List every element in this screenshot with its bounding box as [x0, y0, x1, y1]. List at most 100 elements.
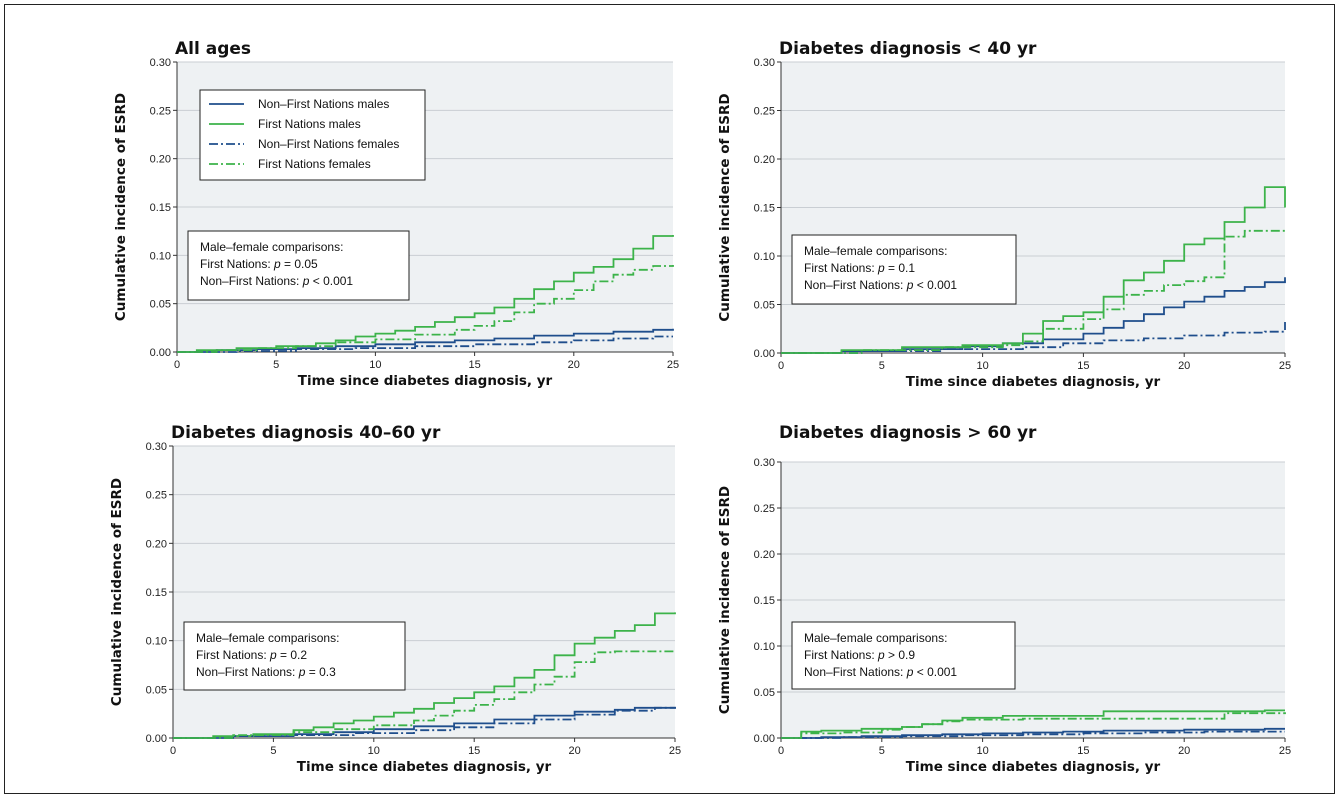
legend-label: Non–First Nations females — [258, 137, 399, 151]
y-tick-label: 0.25 — [150, 105, 171, 117]
y-tick-label: 0.30 — [754, 57, 775, 69]
figure-frame: 0.00 0.05 0.10 0.15 0.20 0.25 0.30 0 5 10 15 20 25 Al… — [4, 4, 1335, 794]
y-tick-label: 0.00 — [146, 733, 167, 745]
y-axis-label: Cumulative incidence of ESRD — [113, 93, 129, 321]
x-tick-label: 10 — [976, 745, 988, 757]
x-axis-label: Time since diabetes diagnosis, yr — [298, 373, 553, 389]
y-tick-label: 0.30 — [150, 57, 171, 69]
y-tick-label: 0.15 — [150, 202, 171, 214]
x-tick-label: 20 — [1178, 745, 1190, 757]
y-tick-label: 0.00 — [150, 347, 171, 359]
series-line-first_nations-males — [781, 186, 1286, 354]
chart-title: All ages — [175, 39, 251, 59]
series-line-non_first_nations-males — [177, 328, 674, 353]
x-tick-label: 15 — [1077, 360, 1089, 372]
chart-title: Diabetes diagnosis 40–60 yr — [171, 423, 441, 443]
series-line-first_nations-males — [173, 612, 676, 739]
annotation-line: First Nations: p = 0.1 — [804, 261, 915, 275]
annotation-box — [187, 230, 410, 301]
annotation-line: Male–female comparisons: — [196, 631, 339, 645]
chart-panel-3: 0.00 0.05 0.10 0.15 0.20 0.25 0.30 0 5 10 15 20 25 Di… — [109, 423, 681, 775]
annotation-line: Male–female comparisons: — [804, 631, 947, 645]
annotation-line: First Nations: p = 0.2 — [196, 648, 307, 662]
x-tick-label: 0 — [170, 745, 176, 757]
x-tick-label: 5 — [879, 745, 885, 757]
legend-label: First Nations males — [258, 117, 361, 131]
figure-svg: 0.00 0.05 0.10 0.15 0.20 0.25 0.30 0 5 10 15 20 25 Al… — [109, 39, 1291, 775]
annotation-box — [791, 621, 1016, 690]
y-tick-label: 0.15 — [754, 203, 775, 215]
x-tick-label: 15 — [468, 359, 480, 371]
y-tick-label: 0.15 — [754, 595, 775, 607]
y-tick-label: 0.15 — [146, 587, 167, 599]
chart-title: Diabetes diagnosis < 40 yr — [779, 39, 1037, 59]
legend-label: First Nations females — [258, 157, 371, 171]
series-line-non_first_nations-females — [781, 322, 1286, 354]
x-axis-label: Time since diabetes diagnosis, yr — [906, 374, 1161, 390]
x-tick-label: 20 — [568, 359, 580, 371]
x-tick-label: 15 — [1077, 745, 1089, 757]
legend-box — [199, 89, 426, 181]
series-line-non_first_nations-females — [177, 335, 673, 353]
x-tick-label: 25 — [667, 359, 679, 371]
annotation-line: First Nations: p = 0.05 — [200, 257, 318, 271]
y-tick-label: 0.00 — [754, 733, 775, 745]
annotation-line: Male–female comparisons: — [804, 244, 947, 258]
chart-title: Diabetes diagnosis > 60 yr — [779, 423, 1037, 443]
y-tick-label: 0.05 — [754, 687, 775, 699]
annotation-line: Non–First Nations: p < 0.001 — [200, 274, 353, 288]
chart-panel-2: 0.00 0.05 0.10 0.15 0.20 0.25 0.30 0 5 10 15 20 25 Di… — [717, 39, 1291, 390]
x-tick-label: 5 — [270, 745, 276, 757]
chart-panel-4: 0.00 0.05 0.10 0.15 0.20 0.25 0.30 0 5 10 15 20 25 Di… — [717, 423, 1291, 775]
y-tick-label: 0.05 — [150, 299, 171, 311]
y-tick-label: 0.10 — [150, 250, 171, 262]
chart-panel-1: 0.00 0.05 0.10 0.15 0.20 0.25 0.30 0 5 10 15 20 25 Al… — [113, 39, 679, 389]
x-tick-label: 25 — [1279, 745, 1291, 757]
x-tick-label: 15 — [468, 745, 480, 757]
annotation-line: Non–First Nations: p = 0.3 — [196, 665, 336, 679]
y-tick-label: 0.00 — [754, 348, 775, 360]
y-tick-label: 0.05 — [146, 684, 167, 696]
annotation-line: First Nations: p > 0.9 — [804, 648, 915, 662]
y-axis-label: Cumulative incidence of ESRD — [109, 478, 125, 706]
series-line-non_first_nations-females — [781, 730, 1285, 739]
annotation-line: Non–First Nations: p < 0.001 — [804, 665, 957, 679]
y-tick-label: 0.20 — [146, 538, 167, 550]
x-tick-label: 10 — [976, 360, 988, 372]
x-tick-label: 0 — [778, 745, 784, 757]
y-tick-label: 0.10 — [754, 251, 775, 263]
x-tick-label: 5 — [273, 359, 279, 371]
x-tick-label: 0 — [174, 359, 180, 371]
x-tick-label: 20 — [568, 745, 580, 757]
x-tick-label: 5 — [879, 360, 885, 372]
y-tick-label: 0.25 — [754, 503, 775, 515]
series-line-first_nations-males — [177, 235, 674, 353]
y-axis-label: Cumulative incidence of ESRD — [717, 93, 733, 321]
x-tick-label: 0 — [778, 360, 784, 372]
annotation-line: Non–First Nations: p < 0.001 — [804, 278, 957, 292]
series-line-first_nations-females — [177, 265, 674, 353]
x-axis-label: Time since diabetes diagnosis, yr — [906, 759, 1161, 775]
y-tick-label: 0.05 — [754, 300, 775, 312]
x-tick-label: 20 — [1178, 360, 1190, 372]
x-axis-label: Time since diabetes diagnosis, yr — [297, 759, 552, 775]
x-tick-label: 10 — [369, 359, 381, 371]
annotation-box — [791, 234, 1017, 305]
y-axis-label: Cumulative incidence of ESRD — [717, 486, 733, 714]
y-tick-label: 0.30 — [754, 457, 775, 469]
annotation-box — [183, 621, 406, 691]
x-tick-label: 25 — [1279, 360, 1291, 372]
series-line-non_first_nations-males — [781, 277, 1286, 354]
legend-label: Non–First Nations males — [258, 97, 389, 111]
annotation-line: Male–female comparisons: — [200, 240, 343, 254]
y-tick-label: 0.20 — [754, 154, 775, 166]
x-tick-label: 25 — [669, 745, 681, 757]
y-tick-label: 0.20 — [150, 154, 171, 166]
series-line-first_nations-females — [781, 229, 1286, 354]
y-tick-label: 0.10 — [146, 636, 167, 648]
y-tick-label: 0.10 — [754, 641, 775, 653]
series-line-first_nations-females — [781, 712, 1286, 739]
y-tick-label: 0.25 — [754, 106, 775, 118]
y-tick-label: 0.20 — [754, 549, 775, 561]
y-tick-label: 0.30 — [146, 441, 167, 453]
